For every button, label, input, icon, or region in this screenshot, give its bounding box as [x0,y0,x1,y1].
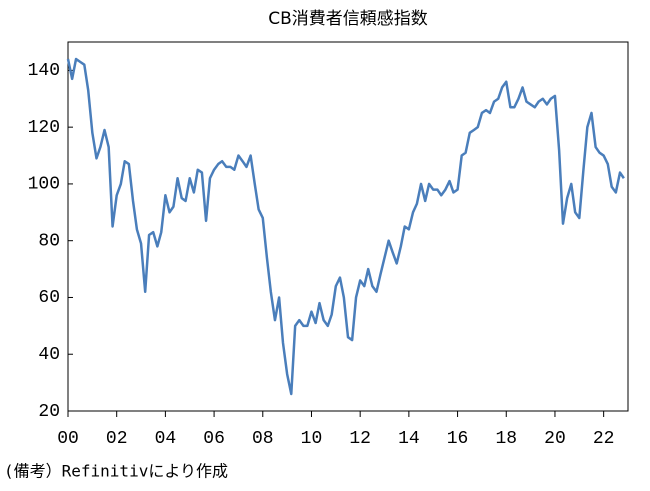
y-tick-label: 140 [28,61,60,81]
x-tick-label: 10 [301,429,323,449]
y-tick-label: 40 [38,345,60,365]
data-line [66,57,625,396]
x-tick-label: 02 [106,429,128,449]
plot-frame [67,41,629,412]
y-tick-label: 20 [38,402,60,422]
x-tick-label: 14 [398,429,420,449]
x-tick-label: 00 [57,429,79,449]
x-tick-label: 08 [252,429,274,449]
x-tick-label: 22 [593,429,615,449]
y-tick-label: 100 [28,175,60,195]
x-tick-label: 20 [544,429,566,449]
x-tick-label: 18 [495,429,517,449]
x-tick-label: 16 [447,429,469,449]
source-note: (備考）Refinitivにより作成 [4,462,228,481]
x-tick-label: 06 [203,429,225,449]
y-tick-label: 80 [38,231,60,251]
y-tick-label: 120 [28,118,60,138]
x-tick-label: 04 [155,429,177,449]
x-tick-label: 12 [349,429,371,449]
chart-title: CB消費者信頼感指数 [268,9,428,29]
y-tick-label: 60 [38,288,60,308]
